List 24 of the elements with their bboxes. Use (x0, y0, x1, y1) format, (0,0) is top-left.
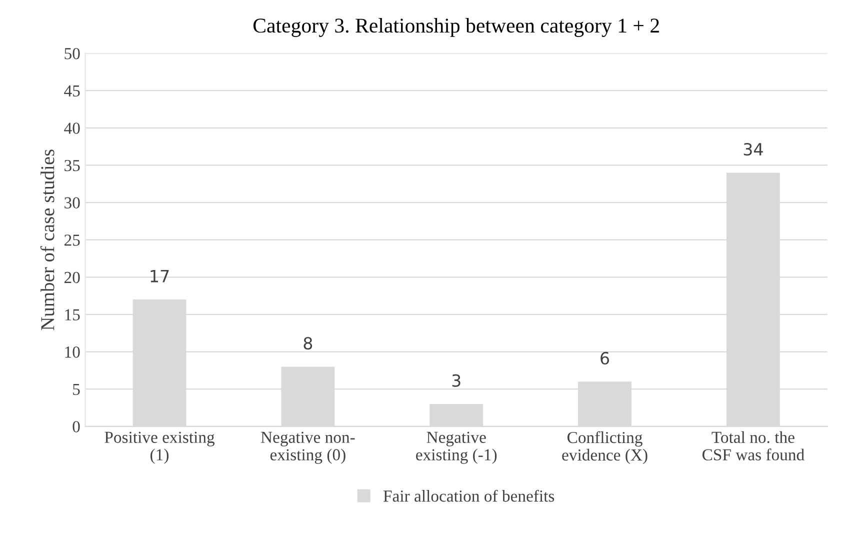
x-tick-label: Positive existing (1) (104, 432, 215, 464)
y-tick-label: 50 (64, 48, 80, 60)
data-label: 6 (600, 352, 610, 365)
data-label: 8 (304, 336, 312, 350)
legend-label: Fair allocation of benefits (383, 490, 554, 502)
y-tick-label: 35 (64, 160, 80, 172)
data-label: 34 (744, 142, 763, 156)
x-tick-label: Conflicting evidence (X) (562, 431, 648, 464)
x-tick-label: Negative existing (-1) (416, 432, 497, 464)
x-tick-label: Negative non- existing (0) (260, 432, 355, 464)
y-tick-label: 10 (65, 346, 80, 358)
data-label: 17 (150, 270, 169, 282)
y-tick-label: 25 (64, 234, 80, 246)
y-tick-label: 15 (65, 309, 80, 320)
y-tick-label: 40 (64, 122, 80, 134)
y-tick-label: 0 (72, 421, 80, 432)
y-axis-title: Number of case studies (40, 150, 54, 330)
data-label: 3 (452, 374, 460, 387)
y-tick-label: 45 (64, 85, 80, 97)
y-tick-label: 30 (64, 197, 80, 208)
chart-title: Category 3. Relationship between category 1 + 2 (253, 18, 659, 37)
y-tick-label: 5 (73, 384, 80, 396)
y-tick-label: 20 (64, 272, 80, 284)
x-tick-label: Total no. the CSF was found (702, 431, 804, 460)
